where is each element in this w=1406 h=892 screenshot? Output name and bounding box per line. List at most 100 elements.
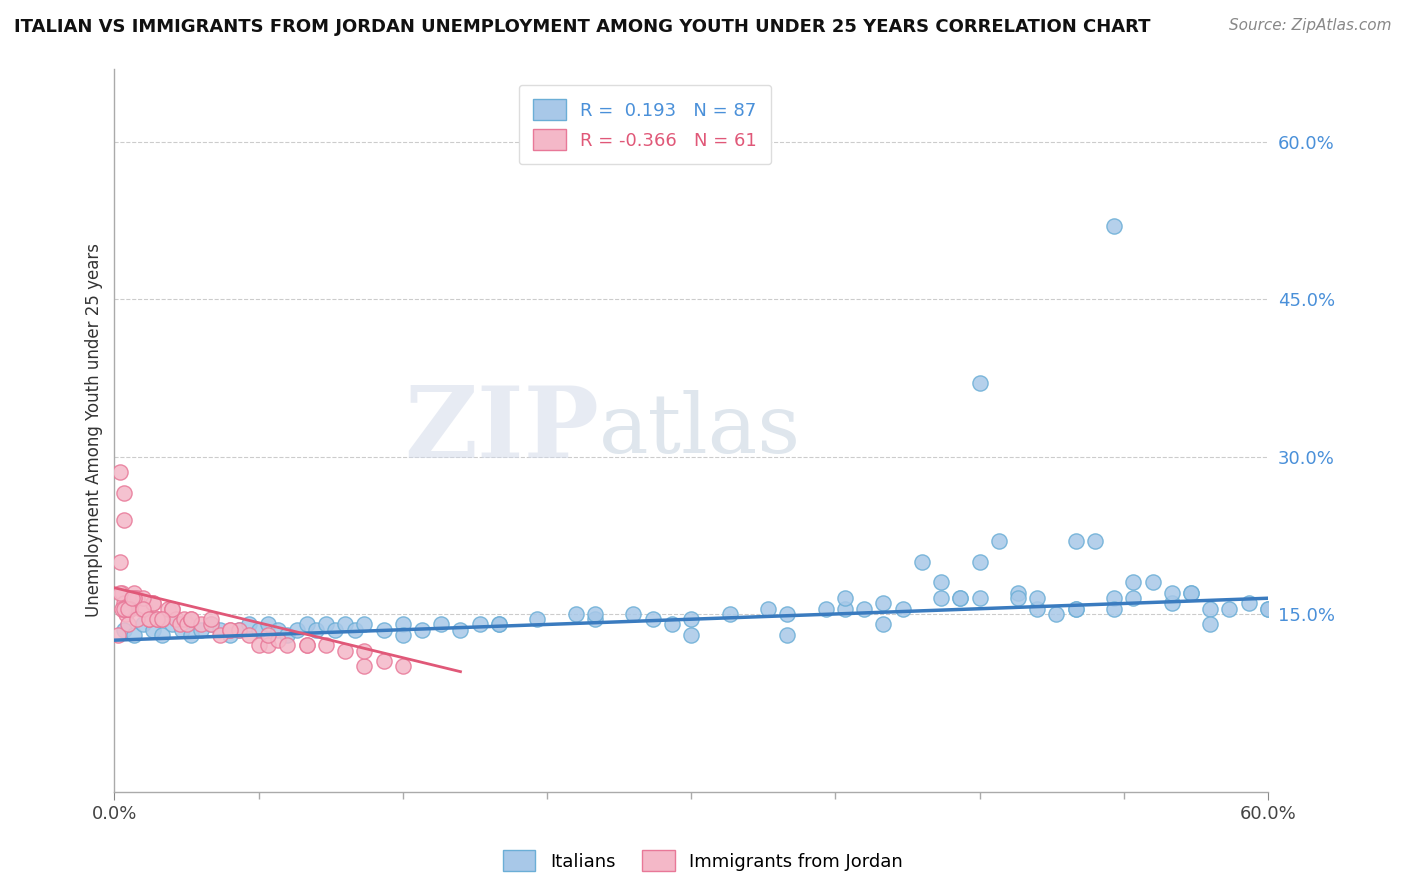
Point xyxy=(108,466,131,480)
Point xyxy=(1084,533,1107,548)
Point xyxy=(276,628,298,642)
Point xyxy=(1102,601,1125,615)
Point xyxy=(180,612,202,626)
Point xyxy=(1257,601,1279,615)
Point xyxy=(1007,586,1029,600)
Point xyxy=(411,623,433,637)
Point xyxy=(180,612,202,626)
Point xyxy=(107,628,129,642)
Point xyxy=(1102,591,1125,606)
Point xyxy=(247,639,270,653)
Point xyxy=(169,617,191,632)
Text: atlas: atlas xyxy=(599,391,801,470)
Point xyxy=(1180,586,1202,600)
Point xyxy=(1199,617,1222,632)
Point xyxy=(160,601,183,615)
Point xyxy=(112,486,135,500)
Point xyxy=(209,623,232,637)
Point xyxy=(1180,586,1202,600)
Point xyxy=(891,601,914,615)
Point xyxy=(122,586,145,600)
Point xyxy=(285,623,308,637)
Point xyxy=(132,601,155,615)
Point xyxy=(1102,219,1125,233)
Point xyxy=(526,612,548,626)
Point xyxy=(353,643,375,657)
Point xyxy=(112,601,135,615)
Point xyxy=(134,601,156,615)
Point xyxy=(1064,601,1087,615)
Point xyxy=(391,628,413,642)
Point xyxy=(165,612,187,626)
Point xyxy=(1218,601,1240,615)
Point xyxy=(122,628,145,642)
Legend: R =  0.193   N = 87, R = -0.366   N = 61: R = 0.193 N = 87, R = -0.366 N = 61 xyxy=(519,85,772,164)
Point xyxy=(267,633,290,648)
Point xyxy=(160,601,183,615)
Point xyxy=(449,623,471,637)
Point xyxy=(238,617,260,632)
Point xyxy=(115,607,138,621)
Point xyxy=(623,607,645,621)
Point xyxy=(138,612,160,626)
Point xyxy=(1160,597,1182,611)
Point xyxy=(305,623,328,637)
Point xyxy=(718,607,741,621)
Point xyxy=(1199,601,1222,615)
Point xyxy=(111,586,134,600)
Point xyxy=(565,607,588,621)
Point xyxy=(117,601,139,615)
Point xyxy=(170,623,193,637)
Point xyxy=(127,612,149,626)
Point xyxy=(343,623,366,637)
Point xyxy=(814,601,837,615)
Point xyxy=(583,607,606,621)
Point xyxy=(218,628,240,642)
Point xyxy=(1064,601,1087,615)
Point xyxy=(157,601,180,615)
Point xyxy=(295,639,318,653)
Point xyxy=(247,623,270,637)
Point xyxy=(111,601,134,615)
Point xyxy=(218,623,240,637)
Point xyxy=(152,612,174,626)
Point xyxy=(145,612,167,626)
Point xyxy=(373,654,395,668)
Y-axis label: Unemployment Among Youth under 25 years: Unemployment Among Youth under 25 years xyxy=(86,244,103,617)
Point xyxy=(180,628,202,642)
Point xyxy=(834,591,856,606)
Point xyxy=(228,623,250,637)
Point xyxy=(295,639,318,653)
Point xyxy=(108,555,131,569)
Point xyxy=(121,591,143,606)
Point xyxy=(1257,601,1279,615)
Point xyxy=(152,612,174,626)
Point xyxy=(138,612,160,626)
Point xyxy=(1160,586,1182,600)
Point xyxy=(969,591,991,606)
Point xyxy=(333,617,356,632)
Point xyxy=(190,617,212,632)
Point xyxy=(200,617,222,632)
Point xyxy=(142,597,165,611)
Point xyxy=(1142,575,1164,590)
Point xyxy=(872,597,894,611)
Point xyxy=(142,623,165,637)
Point xyxy=(353,659,375,673)
Point xyxy=(949,591,972,606)
Point xyxy=(1045,607,1067,621)
Point xyxy=(949,591,972,606)
Point xyxy=(267,623,290,637)
Point xyxy=(190,623,212,637)
Point xyxy=(661,617,683,632)
Point xyxy=(122,591,145,606)
Point xyxy=(257,639,280,653)
Point xyxy=(872,617,894,632)
Point xyxy=(121,591,143,606)
Point xyxy=(108,586,131,600)
Point xyxy=(276,639,298,653)
Point xyxy=(209,628,232,642)
Point xyxy=(1026,591,1049,606)
Point xyxy=(488,617,510,632)
Point xyxy=(112,623,135,637)
